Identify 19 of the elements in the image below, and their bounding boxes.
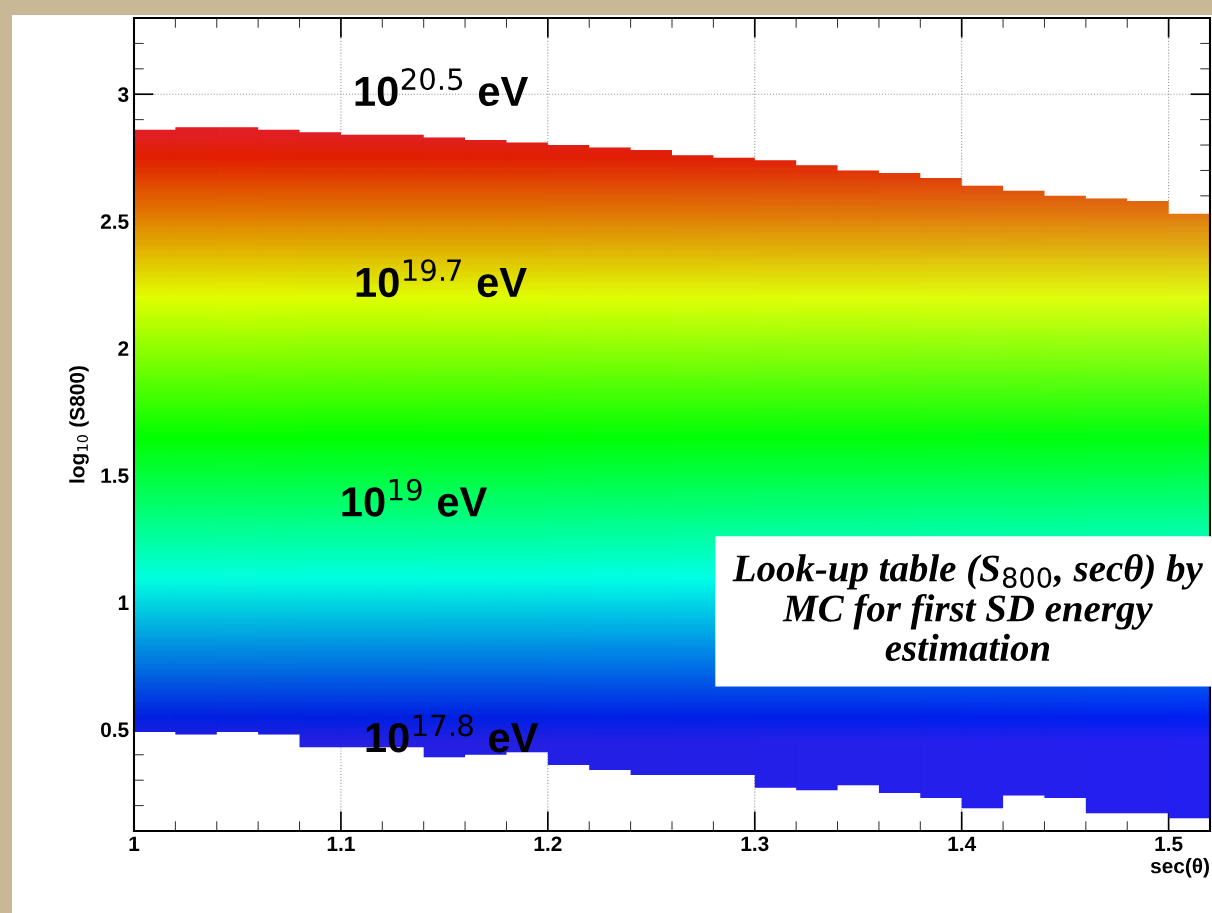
x-tick-label: 1.2 — [534, 836, 562, 851]
x-tick-label: 1.5 — [1155, 836, 1183, 852]
annotation: 10$^{17.8}$ eV — [366, 714, 539, 753]
x-tick-label: 1 — [129, 836, 140, 851]
y-tick-label: 0.5 — [101, 722, 129, 738]
y-tick-label: 1 — [118, 595, 129, 610]
annotation: 10$^{19}$ eV — [342, 478, 488, 517]
y-axis-title: log$_{10}$ (S800) — [69, 366, 89, 483]
x-tick-label: 1.4 — [948, 836, 977, 851]
annotation: Look-up table (S$_{800}$, secθ) by MC for first SD energy estimation — [732, 554, 1203, 662]
x-tick-label: 1.3 — [741, 836, 769, 852]
y-tick-label: 3 — [118, 87, 129, 102]
x-tick-label: 1.1 — [327, 836, 355, 851]
annotation: 10$^{20.5}$ eV — [355, 68, 529, 107]
y-tick-label: 2 — [118, 341, 129, 356]
annotation: 10$^{19.7}$ eV — [356, 259, 527, 298]
y-tick-label: 1.5 — [101, 468, 129, 484]
y-tick-label: 2.5 — [100, 214, 129, 229]
x-axis-title: sec(θ) — [1150, 858, 1209, 878]
